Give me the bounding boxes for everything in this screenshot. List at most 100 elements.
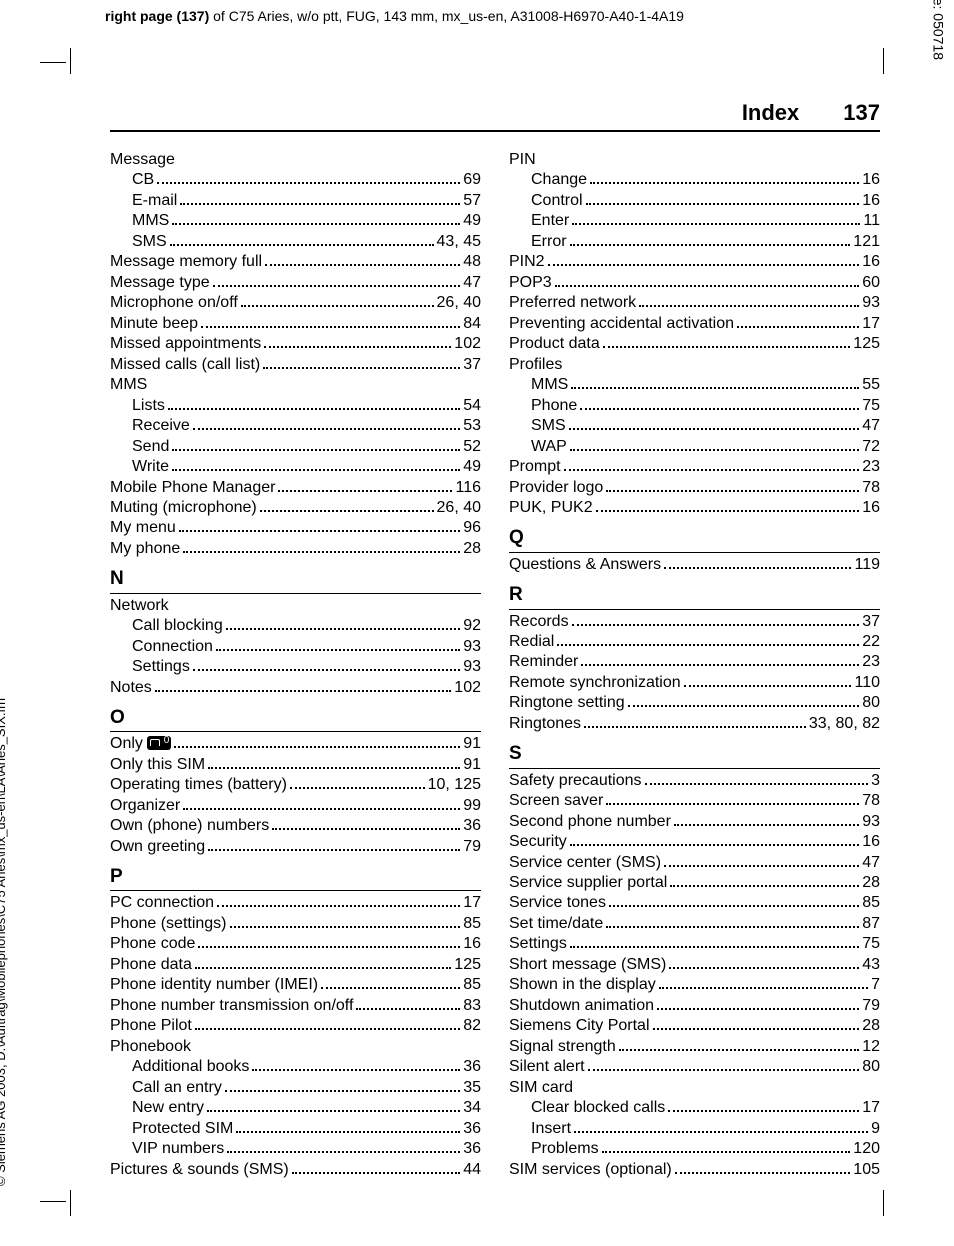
section-heading: R bbox=[509, 583, 880, 609]
index-entry-page: 91 bbox=[463, 755, 481, 775]
index-entry-label: Enter bbox=[531, 211, 569, 231]
index-entry: Safety precautions3 bbox=[509, 771, 880, 791]
index-entry: Product data125 bbox=[509, 334, 880, 354]
leader-dots bbox=[603, 335, 851, 348]
leader-dots bbox=[183, 540, 460, 553]
index-entry-label: PUK, PUK2 bbox=[509, 498, 593, 518]
crop-mark bbox=[70, 1190, 71, 1216]
leader-dots bbox=[278, 479, 452, 492]
index-entry-page: 16 bbox=[862, 498, 880, 518]
index-entry: Phone (settings)85 bbox=[110, 914, 481, 934]
index-entry: Service supplier portal28 bbox=[509, 873, 880, 893]
index-entry: Notes102 bbox=[110, 678, 481, 698]
index-entry: Phone code16 bbox=[110, 934, 481, 954]
index-entry-page: 16 bbox=[862, 832, 880, 852]
index-entry-label: Message memory full bbox=[110, 252, 262, 272]
index-entry: Provider logo78 bbox=[509, 478, 880, 498]
leader-dots bbox=[264, 335, 451, 348]
index-entry-label: Ringtones bbox=[509, 714, 581, 734]
index-entry-label: Insert bbox=[531, 1119, 571, 1139]
index-entry: Service tones85 bbox=[509, 893, 880, 913]
leader-dots bbox=[230, 915, 461, 928]
leader-dots bbox=[590, 172, 859, 185]
index-entry: Send52 bbox=[110, 437, 481, 457]
leader-dots bbox=[198, 936, 460, 949]
index-entry-label: Preventing accidental activation bbox=[509, 314, 734, 334]
index-entry: Silent alert80 bbox=[509, 1057, 880, 1077]
index-entry-label: E-mail bbox=[132, 191, 177, 211]
index-entry: Signal strength12 bbox=[509, 1037, 880, 1057]
leader-dots bbox=[684, 674, 852, 687]
index-entry-page: 47 bbox=[862, 416, 880, 436]
index-entry: Security16 bbox=[509, 832, 880, 852]
leader-dots bbox=[570, 833, 859, 846]
index-entry-label: Short message (SMS) bbox=[509, 955, 666, 975]
index-entry: SMS47 bbox=[509, 416, 880, 436]
index-entry-page: 10, 125 bbox=[428, 775, 481, 795]
leader-dots bbox=[668, 1099, 859, 1112]
index-entry-page: 92 bbox=[463, 616, 481, 636]
index-group-head: Message bbox=[110, 150, 481, 170]
leader-dots bbox=[216, 638, 460, 651]
index-entry-label: Connection bbox=[132, 637, 213, 657]
index-entry-page: 85 bbox=[862, 893, 880, 913]
index-entry-label: Settings bbox=[132, 657, 190, 677]
index-entry: Siemens City Portal28 bbox=[509, 1016, 880, 1036]
leader-dots bbox=[226, 617, 460, 630]
index-entry-label: Problems bbox=[531, 1139, 599, 1159]
index-entry-page: 37 bbox=[862, 612, 880, 632]
leader-dots bbox=[263, 356, 460, 369]
leader-dots bbox=[596, 499, 860, 512]
index-entry: Own greeting 79 bbox=[110, 837, 481, 857]
header-note-bold: right page (137) bbox=[105, 8, 209, 24]
index-entry-page: 119 bbox=[854, 555, 880, 575]
leader-dots bbox=[157, 172, 460, 185]
section-heading: P bbox=[110, 865, 481, 891]
index-entry: POP360 bbox=[509, 273, 880, 293]
index-entry-label: Own greeting bbox=[110, 837, 205, 857]
index-group-head: Phonebook bbox=[110, 1037, 481, 1057]
index-entry-label: Own (phone) numbers bbox=[110, 816, 269, 836]
index-entry-page: 75 bbox=[862, 396, 880, 416]
index-entry-label: Receive bbox=[132, 416, 190, 436]
leader-dots bbox=[570, 438, 859, 451]
index-entry-page: 79 bbox=[862, 996, 880, 1016]
index-entry: Phone number transmission on/off83 bbox=[110, 996, 481, 1016]
index-entry-label: Product data bbox=[509, 334, 600, 354]
index-entry-label: Additional books bbox=[132, 1057, 249, 1077]
crop-mark bbox=[70, 48, 71, 74]
section-heading: O bbox=[110, 706, 481, 732]
leader-dots bbox=[292, 1161, 460, 1174]
index-entry-page: 75 bbox=[862, 934, 880, 954]
index-entry-page: 82 bbox=[463, 1016, 481, 1036]
index-group-head: PIN bbox=[509, 150, 880, 170]
index-entry-page: 34 bbox=[463, 1098, 481, 1118]
leader-dots bbox=[555, 274, 860, 287]
leader-dots bbox=[172, 213, 460, 226]
leader-dots bbox=[670, 874, 859, 887]
index-entry-page: 17 bbox=[862, 314, 880, 334]
index-entry-label: Phone (settings) bbox=[110, 914, 227, 934]
index-entry-page: 28 bbox=[862, 1016, 880, 1036]
index-entry-page: 36 bbox=[463, 1057, 481, 1077]
leader-dots bbox=[645, 772, 869, 785]
index-entry-label: Mobile Phone Manager bbox=[110, 478, 275, 498]
leader-dots bbox=[195, 1017, 460, 1030]
index-entry-label: Screen saver bbox=[509, 791, 603, 811]
index-entry-page: 44 bbox=[463, 1160, 481, 1180]
leader-dots bbox=[557, 633, 859, 646]
index-entry: Pictures & sounds (SMS)44 bbox=[110, 1160, 481, 1180]
index-entry-page: 79 bbox=[463, 837, 481, 857]
index-entry-label: Notes bbox=[110, 678, 152, 698]
leader-dots bbox=[272, 817, 460, 830]
index-entry: Message memory full48 bbox=[110, 252, 481, 272]
index-entry-page: 80 bbox=[862, 1057, 880, 1077]
index-entry-page: 36 bbox=[463, 1119, 481, 1139]
index-entry: My menu96 bbox=[110, 518, 481, 538]
index-entry: Muting (microphone)26, 40 bbox=[110, 498, 481, 518]
index-entry-page: 43, 45 bbox=[437, 232, 481, 252]
index-entry: MMS55 bbox=[509, 375, 880, 395]
leader-dots bbox=[584, 715, 806, 728]
leader-dots bbox=[193, 417, 460, 430]
index-entry-label: Ringtone setting bbox=[509, 693, 625, 713]
